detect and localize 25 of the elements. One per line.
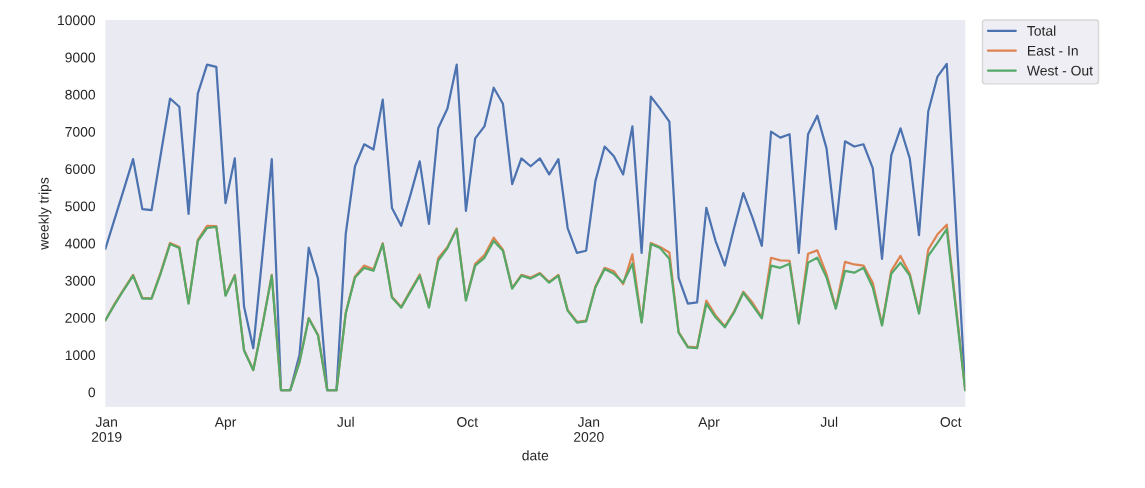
y-axis-title: weekly trips bbox=[38, 177, 52, 250]
y-tick-label: 6000 bbox=[65, 164, 96, 175]
x-tick-label: Jan 2019 bbox=[91, 417, 122, 442]
line-series bbox=[105, 62, 966, 392]
y-tick-label: 4000 bbox=[65, 238, 96, 249]
x-tick-label: Apr bbox=[214, 417, 237, 430]
y-tick-label: 5000 bbox=[65, 201, 96, 212]
y-tick-label: 3000 bbox=[65, 275, 96, 286]
x-tick-label: Jul bbox=[337, 416, 354, 427]
y-tick-label: 10000 bbox=[58, 15, 96, 26]
x-axis-title: date bbox=[522, 450, 549, 461]
y-tick-label: 1000 bbox=[65, 350, 96, 361]
y-tick-label: 7000 bbox=[65, 126, 96, 137]
legend-label: Total bbox=[1027, 25, 1056, 36]
legend-label: East - In bbox=[1028, 45, 1078, 56]
y-tick-label: 9000 bbox=[65, 52, 96, 63]
x-tick-label: Oct bbox=[940, 417, 962, 427]
x-tick-label: Oct bbox=[457, 417, 478, 427]
x-tick-label: Jan 2020 bbox=[574, 417, 604, 442]
y-tick-label: 8000 bbox=[65, 89, 96, 100]
y-tick-label: 2000 bbox=[65, 313, 96, 323]
x-tick-label: Apr bbox=[698, 417, 720, 430]
y-tick-label: 0 bbox=[88, 387, 96, 398]
x-tick-label: Jul bbox=[820, 416, 838, 427]
legend-label: West - Out bbox=[1026, 65, 1093, 76]
